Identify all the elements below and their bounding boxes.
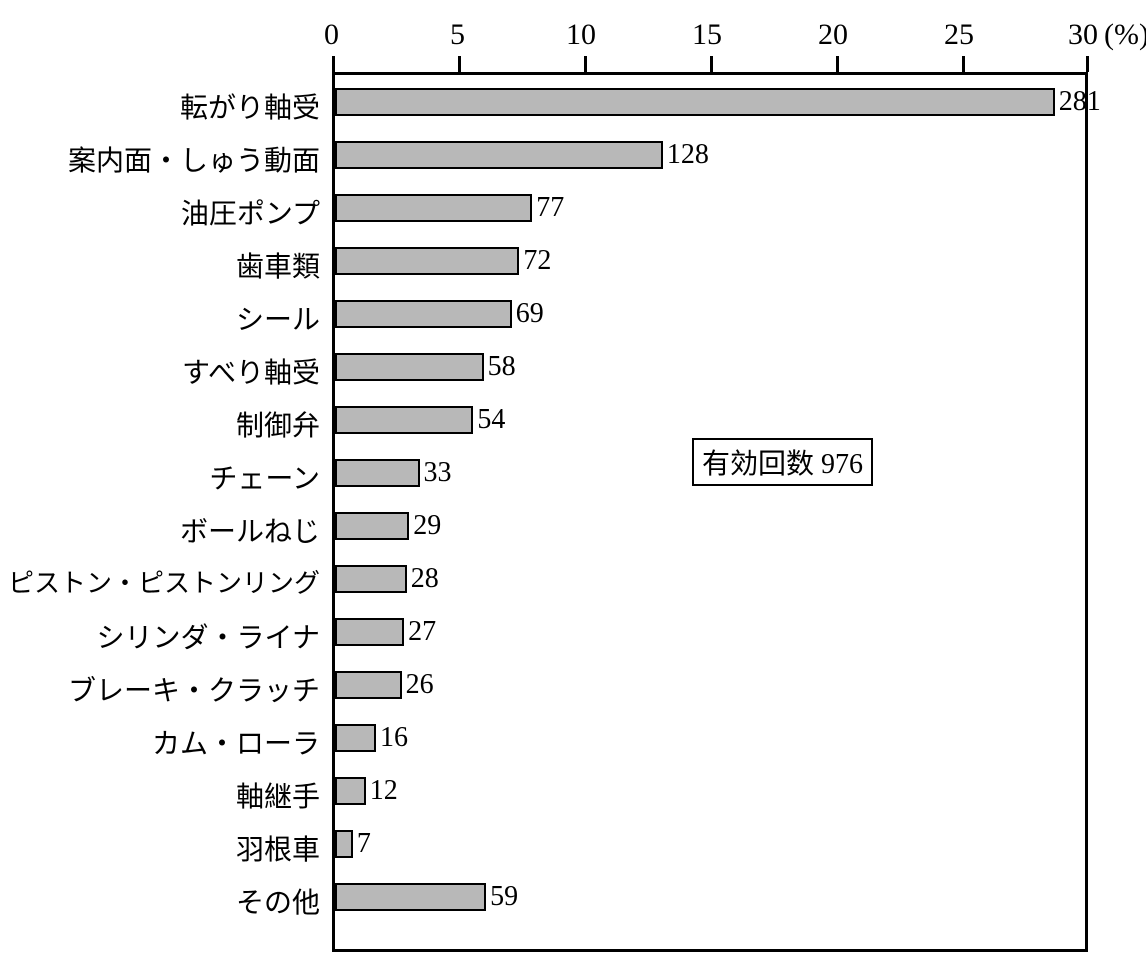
category-label-15: その他 xyxy=(236,881,320,921)
x-tick-label-10: 10 xyxy=(566,18,596,52)
bar-2 xyxy=(335,194,532,222)
value-label-14: 7 xyxy=(357,828,371,860)
x-tick-label-5: 5 xyxy=(450,18,465,52)
category-label-12: カム・ローラ xyxy=(152,722,320,762)
category-label-7: チェーン xyxy=(209,457,320,497)
note-text: 有効回数 976 xyxy=(702,449,863,480)
x-tick-label-25: 25 xyxy=(944,18,974,52)
bar-4 xyxy=(335,300,512,328)
value-label-10: 27 xyxy=(408,616,436,648)
category-label-11: ブレーキ・クラッチ xyxy=(68,669,320,709)
category-label-5: すべり軸受 xyxy=(182,351,320,391)
x-tick-20 xyxy=(836,56,839,72)
note-box: 有効回数 976 xyxy=(692,438,873,486)
x-tick-label-20: 20 xyxy=(818,18,848,52)
value-label-1: 128 xyxy=(667,139,709,171)
bar-11 xyxy=(335,671,402,699)
bar-15 xyxy=(335,883,486,911)
category-label-0: 転がり軸受 xyxy=(180,86,320,126)
value-label-5: 58 xyxy=(488,351,516,383)
bar-6 xyxy=(335,406,473,434)
x-tick-30 xyxy=(1086,56,1089,72)
category-label-13: 軸継手 xyxy=(236,775,320,815)
x-tick-5 xyxy=(458,56,461,72)
value-label-11: 26 xyxy=(406,669,434,701)
category-label-8: ボールねじ xyxy=(180,510,320,550)
y-axis-line xyxy=(332,56,335,952)
bar-9 xyxy=(335,565,407,593)
bar-1 xyxy=(335,141,663,169)
bar-13 xyxy=(335,777,366,805)
chart-stage: 0 5 10 15 20 25 30 (%) 転がり軸受 281 案内面・しゅう… xyxy=(0,0,1146,978)
bar-10 xyxy=(335,618,404,646)
value-label-12: 16 xyxy=(380,722,408,754)
x-tick-10 xyxy=(584,56,587,72)
x-tick-15 xyxy=(710,56,713,72)
value-label-7: 33 xyxy=(424,457,452,489)
category-label-6: 制御弁 xyxy=(236,404,320,444)
value-label-2: 77 xyxy=(536,192,564,224)
x-tick-label-15: 15 xyxy=(692,18,722,52)
x-unit-label: (%) xyxy=(1104,18,1146,52)
value-label-13: 12 xyxy=(370,775,398,807)
value-label-6: 54 xyxy=(477,404,505,436)
bar-8 xyxy=(335,512,409,540)
bar-3 xyxy=(335,247,519,275)
bar-5 xyxy=(335,353,484,381)
x-tick-label-30: 30 xyxy=(1068,18,1098,52)
bar-0 xyxy=(335,88,1055,116)
category-label-14: 羽根車 xyxy=(236,828,320,868)
value-label-4: 69 xyxy=(516,298,544,330)
value-label-3: 72 xyxy=(523,245,551,277)
value-label-0: 281 xyxy=(1059,86,1101,118)
category-label-4: シール xyxy=(236,298,320,338)
value-label-9: 28 xyxy=(411,563,439,595)
category-label-3: 歯車類 xyxy=(236,245,320,285)
value-label-15: 59 xyxy=(490,881,518,913)
category-label-9: ピストン・ピストンリング xyxy=(8,563,320,600)
x-tick-0 xyxy=(332,56,335,72)
x-tick-25 xyxy=(962,56,965,72)
bar-7 xyxy=(335,459,420,487)
category-label-2: 油圧ポンプ xyxy=(181,192,320,232)
value-label-8: 29 xyxy=(413,510,441,542)
x-tick-label-0: 0 xyxy=(324,18,339,52)
category-label-1: 案内面・しゅう動面 xyxy=(68,139,320,179)
bar-14 xyxy=(335,830,353,858)
bar-12 xyxy=(335,724,376,752)
category-label-10: シリンダ・ライナ xyxy=(97,616,320,656)
